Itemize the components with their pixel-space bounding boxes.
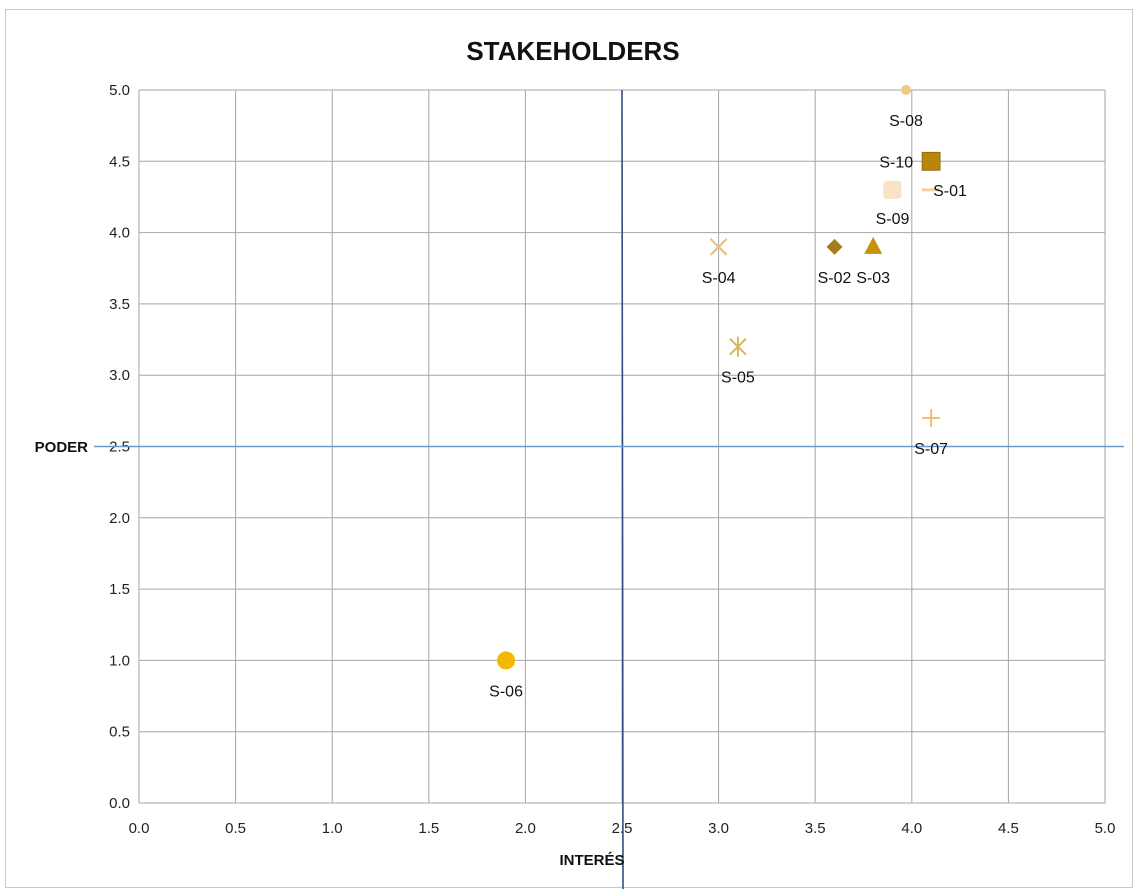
x-tick-label: 2.5: [612, 820, 633, 837]
x-tick-label: 4.0: [901, 820, 922, 837]
marker-s-07: [922, 408, 941, 427]
x-tick-label: 1.5: [418, 820, 439, 837]
data-points: [497, 85, 941, 670]
marker-s-02: [826, 238, 843, 255]
point-label-s-08: S-08: [889, 113, 923, 130]
point-label-s-03: S-03: [856, 270, 890, 287]
x-tick-label: 5.0: [1095, 820, 1116, 837]
marker-s-03: [864, 236, 883, 254]
y-axis-title: PODER: [35, 439, 89, 456]
y-tick-label: 3.5: [109, 296, 130, 313]
y-tick-label: 4.5: [109, 153, 130, 170]
y-tick-label: 3.0: [109, 367, 130, 384]
y-tick-label: 4.0: [109, 225, 130, 242]
x-tick-label: 3.5: [805, 820, 826, 837]
y-tick-label: 0.5: [109, 724, 130, 741]
x-tick-label: 1.0: [322, 820, 343, 837]
y-tick-label: 2.0: [109, 510, 130, 527]
x-tick-label: 2.0: [515, 820, 536, 837]
point-label-s-10: S-10: [879, 154, 913, 171]
marker-s-05: [729, 336, 747, 357]
marker-s-06: [497, 651, 516, 670]
vertical-quadrant-line: [621, 89, 624, 889]
x-tick-label: 3.0: [708, 820, 729, 837]
marker-s-01: [922, 188, 941, 192]
point-label-s-04: S-04: [702, 270, 736, 287]
point-label-s-06: S-06: [489, 683, 523, 700]
point-label-s-07: S-07: [914, 441, 948, 458]
point-labels: S-01 S-02 S-03 S-04 S-05 S-06 S-07 S-08 S-09 S-10: [489, 113, 967, 700]
x-tick-label: 0.5: [225, 820, 246, 837]
marker-s-09: [883, 180, 902, 199]
chart-frame: STAKEHOLDERS 0.0 0.5 1.0 1.5 2.0 2.5 3.0 3.5 4.0…: [5, 9, 1133, 889]
marker-s-04: [709, 238, 728, 256]
point-label-s-02: S-02: [818, 270, 852, 287]
y-tick-label: 1.5: [109, 581, 130, 598]
point-label-s-05: S-05: [721, 370, 755, 387]
x-tick-label: 4.5: [998, 820, 1019, 837]
stakeholder-scatter-chart: STAKEHOLDERS 0.0 0.5 1.0 1.5 2.0 2.5 3.0 3.5 4.0…: [35, 36, 1124, 889]
marker-s-10: [921, 151, 941, 171]
y-tick-label: 0.0: [109, 795, 130, 812]
quadrant-dividers: [94, 89, 1124, 889]
y-tick-label: 1.0: [109, 652, 130, 669]
point-label-s-01: S-01: [933, 183, 967, 200]
tick-labels: 0.0 0.5 1.0 1.5 2.0 2.5 3.0 3.5 4.0 4.5 5.0 0.0 0.5 1…: [109, 82, 1115, 837]
x-tick-label: 0.0: [129, 820, 150, 837]
x-axis-title: INTERÉS: [559, 852, 624, 869]
y-tick-label: 5.0: [109, 82, 130, 99]
point-label-s-09: S-09: [876, 211, 910, 228]
chart-title: STAKEHOLDERS: [466, 36, 679, 66]
marker-s-08: [901, 85, 912, 95]
